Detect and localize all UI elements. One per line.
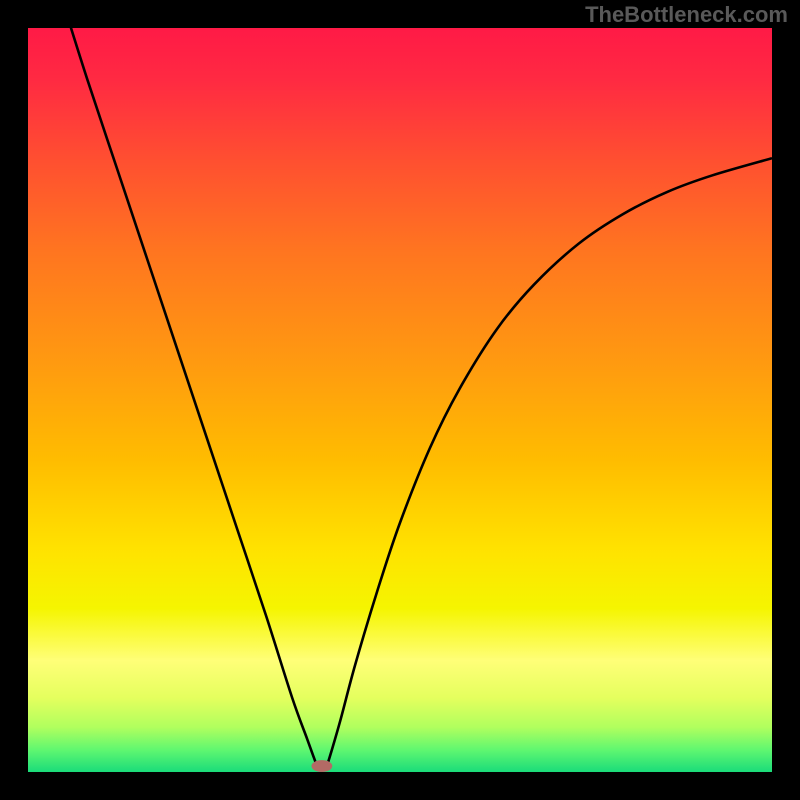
plot-background [28,28,772,772]
watermark-text: TheBottleneck.com [585,2,788,27]
minimum-marker [311,760,332,772]
bottleneck-chart: TheBottleneck.com [0,0,800,800]
